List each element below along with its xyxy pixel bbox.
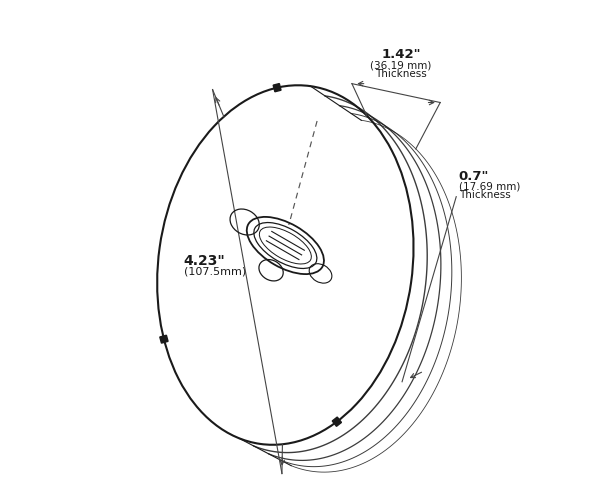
Text: 0.7": 0.7" [458, 170, 489, 183]
Text: Thickness: Thickness [375, 69, 427, 80]
Polygon shape [332, 417, 341, 426]
Polygon shape [160, 335, 168, 343]
Polygon shape [273, 83, 281, 92]
Text: (36.19 mm): (36.19 mm) [370, 60, 431, 71]
Text: (17.69 mm): (17.69 mm) [458, 182, 520, 192]
Text: 4.23": 4.23" [184, 254, 226, 268]
Text: (107.5mm): (107.5mm) [184, 267, 246, 277]
Text: 1.42": 1.42" [381, 48, 421, 61]
Text: Thickness: Thickness [458, 190, 511, 200]
